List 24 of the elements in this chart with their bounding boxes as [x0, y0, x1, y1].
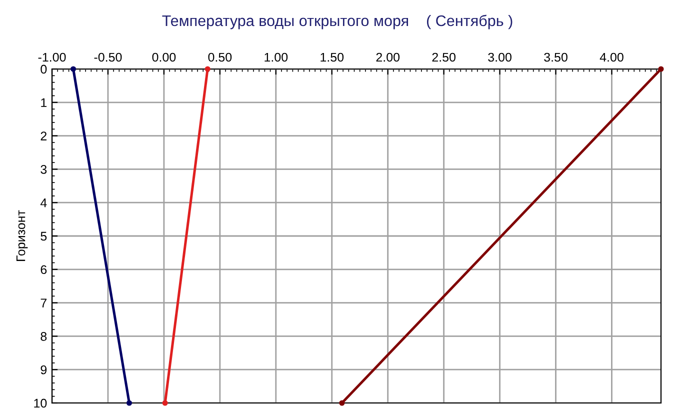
x-tick-label: 2.50 [432, 52, 456, 62]
y-tick-label: 9 [40, 365, 47, 374]
x-tick-label: 4.00 [600, 52, 624, 62]
y-tick-label: 7 [40, 298, 47, 308]
y-axis-title: Горизонт [16, 210, 28, 261]
y-tick-label: 3 [40, 165, 47, 174]
y-tick-label: 10 [34, 398, 47, 408]
y-tick-label: 6 [40, 265, 47, 274]
x-tick-label: -1.00 [38, 52, 66, 62]
x-tick-label: 3.50 [544, 52, 568, 62]
x-tick-label: 1.00 [264, 52, 288, 62]
y-tick-label: 5 [40, 232, 47, 241]
x-tick-label: 2.00 [376, 52, 400, 62]
x-tick-label: 3.00 [488, 52, 512, 62]
chart-title: Температура воды открытого моря ( Сентябрь ) [162, 14, 512, 30]
x-tick-label: 0.00 [152, 52, 176, 62]
y-tick-label: 8 [40, 332, 47, 341]
y-tick-label: 0 [40, 64, 47, 74]
y-tick-label: 2 [40, 132, 47, 140]
y-tick-label: 4 [40, 198, 47, 208]
x-tick-label: 1.50 [320, 52, 344, 62]
x-tick-label: -0.50 [94, 52, 122, 62]
y-tick-label: 1 [41, 98, 47, 107]
x-tick-label: 0.50 [208, 52, 232, 62]
